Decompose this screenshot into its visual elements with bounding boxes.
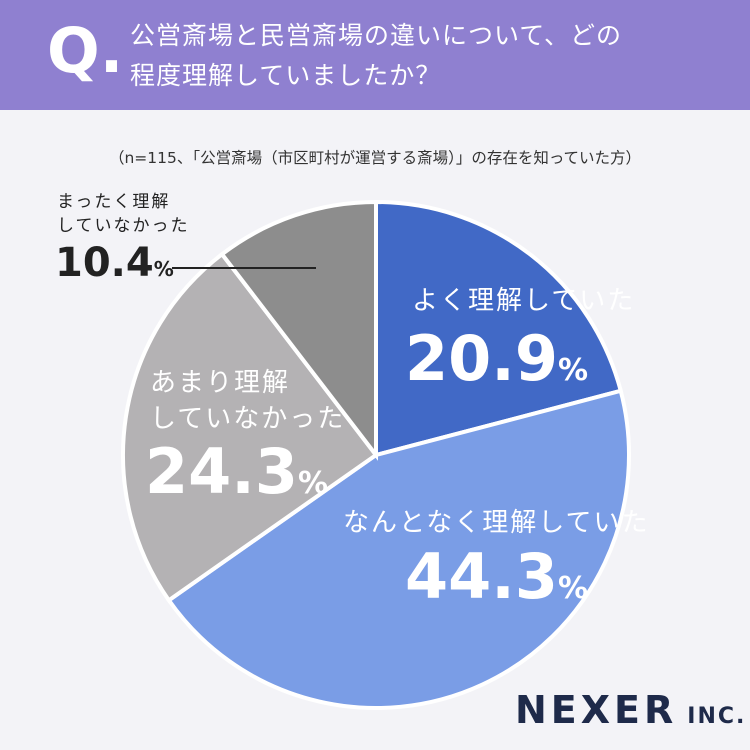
slice-label: あまり理解 していなかった — [150, 368, 346, 434]
pie-slice — [219, 199, 378, 461]
header: Q. 公営斎場と民営斎場の違いについて、どの 程度理解していましたか？ — [0, 0, 750, 110]
subtitle: （n=115、「公営斎場（市区町村が運営する斎場）」の存在を知っていた方） — [108, 149, 642, 167]
logo-suffix: INC. — [687, 704, 747, 729]
slice-label: まったく理解 していなかった — [57, 192, 190, 236]
value-label: 44.3% — [405, 540, 589, 613]
pie-slice — [374, 199, 624, 458]
logo-name: NEXER — [515, 688, 678, 732]
question: 公営斎場と民営斎場の違いについて、どの 程度理解していましたか？ — [130, 21, 623, 90]
value-label: 10.4% — [55, 240, 174, 286]
pie-slice — [166, 388, 631, 710]
value-label: 24.3% — [145, 435, 329, 508]
logo: NEXER INC. — [515, 688, 746, 732]
value-label: 20.9% — [405, 322, 589, 395]
q-mark: Q. — [47, 14, 124, 87]
pie-slice — [121, 251, 379, 604]
slice-label: よく理解していた — [412, 286, 636, 316]
slice-label: なんとなく理解していた — [343, 508, 650, 538]
